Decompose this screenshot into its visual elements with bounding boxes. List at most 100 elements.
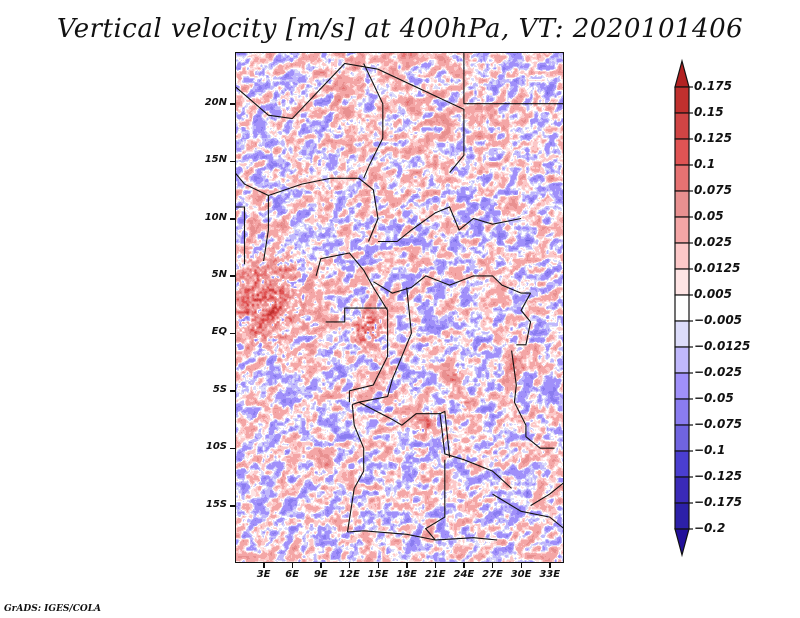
x-tick-label: 33E	[539, 569, 561, 580]
x-tick-label: 21E	[424, 569, 446, 580]
colorbar-segment	[674, 320, 690, 348]
x-tick	[406, 563, 408, 568]
x-tick	[549, 563, 551, 568]
y-tick-label: 15S	[205, 498, 227, 510]
country-border-line	[530, 482, 564, 507]
colorbar-level-label: 0.125	[694, 131, 732, 145]
y-tick-label: 5N	[211, 268, 227, 280]
y-tick	[230, 160, 235, 163]
colorbar	[674, 58, 693, 558]
y-tick-label: 20N	[204, 96, 227, 108]
x-tick	[463, 563, 465, 568]
x-tick-label: 3E	[256, 569, 271, 580]
y-tick	[230, 275, 235, 277]
colorbar-segment	[674, 86, 690, 114]
colorbar-level-label: −0.075	[694, 417, 743, 431]
country-border-line	[358, 401, 512, 489]
colorbar-segment	[674, 190, 690, 218]
x-tick-label: 9E	[313, 569, 328, 580]
colorbar-level-label: −0.025	[694, 365, 743, 379]
x-tick-label: 15E	[367, 569, 389, 580]
y-tick-label: 10N	[204, 211, 227, 223]
colorbar-level-label: 0.005	[694, 287, 732, 301]
colorbar-segment	[674, 216, 690, 244]
country-borders	[235, 52, 564, 541]
country-border-line	[363, 63, 384, 179]
country-border-line	[378, 206, 522, 243]
colorbar-level-label: −0.175	[694, 495, 743, 509]
country-border-line	[373, 275, 531, 294]
x-tick	[263, 563, 265, 568]
y-tick	[230, 505, 235, 507]
x-tick	[320, 563, 322, 568]
colorbar-segment	[674, 112, 690, 140]
vertical-velocity-field	[235, 52, 564, 563]
colorbar-level-label: 0.075	[694, 183, 732, 197]
country-border-line	[235, 172, 269, 262]
colorbar-level-label: −0.0125	[694, 339, 751, 353]
x-tick	[434, 563, 437, 568]
x-tick-label: 24E	[453, 569, 475, 580]
country-border-line	[424, 459, 498, 541]
country-border-line	[325, 307, 388, 323]
colorbar-segment	[674, 372, 690, 400]
colorbar-segment	[674, 424, 690, 452]
y-tick	[230, 390, 235, 392]
x-tick	[348, 563, 351, 568]
colorbar-segment	[674, 268, 690, 296]
colorbar-segment	[674, 346, 690, 374]
colorbar-level-label: 0.05	[694, 209, 724, 223]
x-tick	[520, 563, 523, 568]
y-tick-label: 10S	[205, 441, 227, 453]
grads-credit: GrADS: IGES/COLA	[4, 604, 102, 614]
country-border-line	[235, 62, 465, 173]
colorbar-level-label: −0.005	[694, 313, 743, 327]
country-border-line	[439, 410, 451, 458]
country-border-line	[492, 493, 564, 530]
country-border-line	[352, 287, 412, 406]
country-border-line	[268, 177, 379, 242]
colorbar-level-label: 0.1	[694, 157, 716, 171]
x-tick-label: 27E	[482, 569, 503, 580]
colorbar-segment	[674, 450, 690, 478]
x-tick	[491, 563, 494, 568]
y-tick-label: 15N	[204, 154, 227, 166]
colorbar-segment	[674, 476, 690, 504]
colorbar-level-label: −0.125	[694, 469, 743, 483]
x-tick	[377, 563, 380, 568]
x-tick	[291, 563, 294, 568]
colorbar-level-label: −0.2	[694, 521, 726, 535]
chart-title: Vertical velocity [m/s] at 400hPa, VT: 2…	[56, 14, 744, 44]
y-tick-label: EQ	[211, 326, 227, 338]
colorbar-segment	[674, 398, 690, 426]
colorbar-level-label: 0.0125	[694, 261, 741, 275]
colorbar-lower-extend-triangle	[674, 528, 690, 558]
x-tick-label: 6E	[285, 569, 300, 580]
colorbar-level-label: −0.1	[694, 443, 726, 457]
country-border-line	[516, 292, 532, 346]
colorbar-segment	[674, 502, 690, 530]
colorbar-upper-extend-triangle	[674, 58, 690, 88]
x-tick-label: 12E	[339, 569, 360, 580]
y-tick	[230, 332, 235, 335]
colorbar-segment	[674, 164, 690, 192]
country-border-line	[347, 530, 436, 541]
country-border-line	[463, 52, 564, 105]
country-border-line	[346, 404, 365, 533]
y-tick	[230, 103, 235, 105]
colorbar-level-label: −0.05	[694, 391, 734, 405]
y-tick	[230, 218, 235, 220]
x-tick-label: 18E	[396, 569, 418, 580]
country-border-line	[235, 206, 246, 265]
colorbar-level-label: 0.025	[694, 235, 732, 249]
y-tick-label: 5S	[212, 383, 227, 395]
map-plot-area	[235, 52, 564, 563]
country-border-line	[511, 350, 555, 449]
x-tick-label: 30E	[510, 569, 532, 580]
y-tick	[230, 447, 235, 450]
colorbar-level-label: 0.15	[694, 105, 724, 119]
country-border-line	[315, 252, 389, 392]
colorbar-segment	[674, 242, 690, 270]
colorbar-segment	[674, 138, 690, 166]
colorbar-level-label: 0.175	[694, 79, 732, 93]
